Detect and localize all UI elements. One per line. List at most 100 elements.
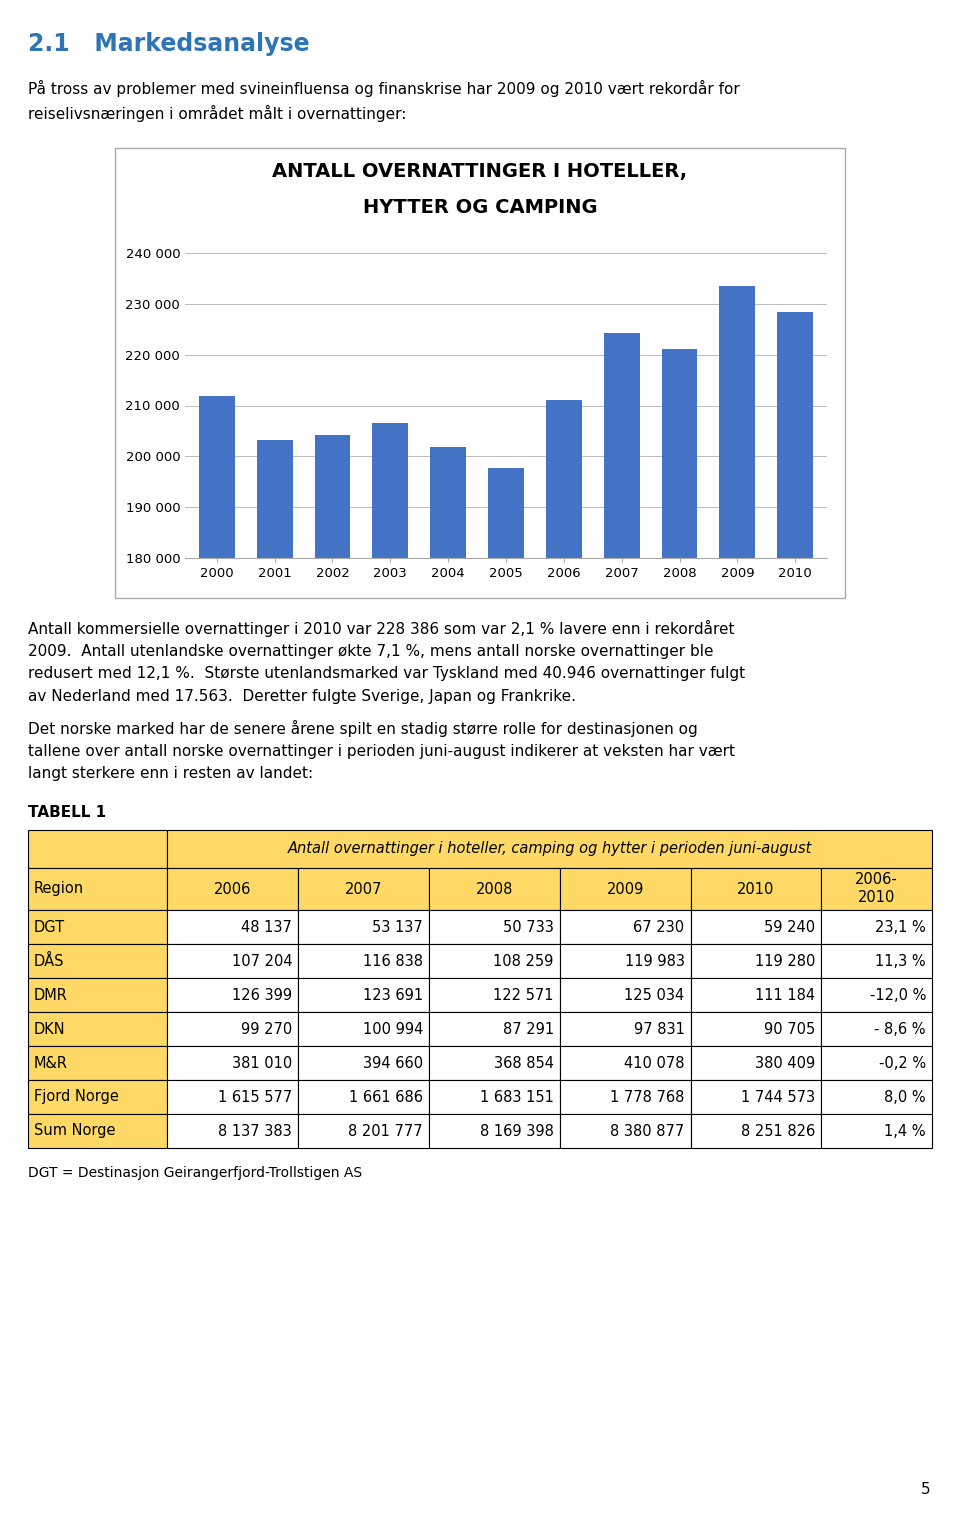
Bar [167,1012,299,1047]
Bar [661,348,698,1473]
Text: Antall overnattinger i hoteller, camping og hytter i perioden juni-august: Antall overnattinger i hoteller, camping… [288,842,812,857]
Bar [822,943,932,978]
Text: TABELL 1: TABELL 1 [28,805,107,820]
Text: 368 854: 368 854 [493,1056,554,1071]
Text: 1,4 %: 1,4 % [884,1124,926,1139]
Bar [429,1113,560,1148]
Bar [690,978,822,1012]
Bar [690,1113,822,1148]
Text: 67 230: 67 230 [634,919,684,934]
Bar [299,943,429,978]
Bar [167,943,299,978]
Bar [690,910,822,943]
Text: 97 831: 97 831 [634,1021,684,1036]
Text: 1 615 577: 1 615 577 [218,1089,292,1104]
Bar [299,1113,429,1148]
Text: 90 705: 90 705 [764,1021,815,1036]
Text: 99 270: 99 270 [241,1021,292,1036]
Text: På tross av problemer med svineinfluensa og finanskrise har 2009 og 2010 vært re: På tross av problemer med svineinfluensa… [28,81,740,122]
Text: 8,0 %: 8,0 % [884,1089,926,1104]
Bar [429,1012,560,1047]
Text: 50 733: 50 733 [503,919,554,934]
Bar [430,447,467,1473]
Text: 122 571: 122 571 [493,987,554,1003]
Bar [560,867,690,910]
Text: 8 380 877: 8 380 877 [611,1124,684,1139]
Bar [299,867,429,910]
Bar [28,1080,167,1113]
Text: -12,0 %: -12,0 % [870,987,926,1003]
Text: Sum Norge: Sum Norge [34,1124,115,1139]
Text: 53 137: 53 137 [372,919,423,934]
Text: 2006-
2010: 2006- 2010 [855,872,898,905]
Text: HYTTER OG CAMPING: HYTTER OG CAMPING [363,197,597,217]
Bar [167,978,299,1012]
Bar [28,867,167,910]
Bar [560,1080,690,1113]
Bar [546,401,582,1473]
Text: M&R: M&R [34,1056,68,1071]
Bar [822,1012,932,1047]
Bar [690,1080,822,1113]
Text: 410 078: 410 078 [624,1056,684,1071]
Text: 381 010: 381 010 [232,1056,292,1071]
Bar [167,1113,299,1148]
Text: 23,1 %: 23,1 % [876,919,926,934]
Text: 116 838: 116 838 [363,954,423,969]
Bar [429,867,560,910]
Bar [429,1047,560,1080]
Text: DGT = Destinasjon Geirangerfjord-Trollstigen AS: DGT = Destinasjon Geirangerfjord-Trollst… [28,1167,362,1180]
Bar [167,1047,299,1080]
Text: 125 034: 125 034 [624,987,684,1003]
Text: 126 399: 126 399 [232,987,292,1003]
Bar [690,1012,822,1047]
Bar [299,1012,429,1047]
Bar [28,829,167,867]
Text: 8 169 398: 8 169 398 [480,1124,554,1139]
Text: 100 994: 100 994 [363,1021,423,1036]
Bar [429,978,560,1012]
Text: 87 291: 87 291 [503,1021,554,1036]
Text: DÅS: DÅS [34,954,64,969]
Bar [560,943,690,978]
Bar [560,910,690,943]
Text: 8 201 777: 8 201 777 [348,1124,423,1139]
Text: 119 983: 119 983 [625,954,684,969]
Bar [690,1047,822,1080]
Bar [429,943,560,978]
Bar [299,910,429,943]
Text: 123 691: 123 691 [363,987,423,1003]
Bar [778,311,813,1473]
Bar [822,1113,932,1148]
Bar [28,910,167,943]
Bar [560,1012,690,1047]
Bar [560,978,690,1012]
Bar [822,867,932,910]
Text: 380 409: 380 409 [756,1056,815,1071]
Bar [167,1080,299,1113]
Bar [822,910,932,943]
Text: 119 280: 119 280 [755,954,815,969]
Bar [299,1080,429,1113]
Bar [167,829,932,867]
Bar [199,396,235,1473]
Bar [604,333,639,1473]
Text: 2006: 2006 [214,881,252,896]
Text: 5: 5 [921,1483,930,1498]
Bar [429,910,560,943]
Text: -0,2 %: -0,2 % [878,1056,926,1071]
Bar [560,1047,690,1080]
Bar [719,286,756,1473]
Bar [372,424,408,1473]
Text: 2008: 2008 [476,881,513,896]
Bar [429,1080,560,1113]
Text: Region: Region [34,881,84,896]
Text: 1 778 768: 1 778 768 [611,1089,684,1104]
Text: 394 660: 394 660 [363,1056,423,1071]
Bar [690,867,822,910]
Text: ANTALL OVERNATTINGER I HOTELLER,: ANTALL OVERNATTINGER I HOTELLER, [273,163,687,181]
Text: 2010: 2010 [737,881,775,896]
Text: 2009: 2009 [607,881,644,896]
Text: Fjord Norge: Fjord Norge [34,1089,119,1104]
Bar [28,978,167,1012]
